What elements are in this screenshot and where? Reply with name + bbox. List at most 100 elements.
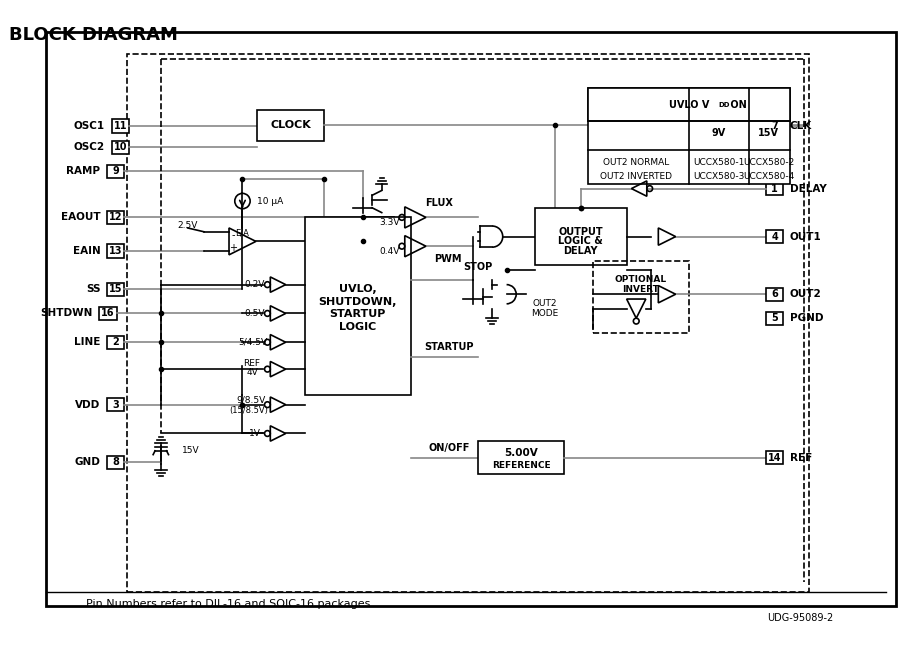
- Text: LOGIC &: LOGIC &: [558, 237, 603, 246]
- Bar: [257, 110, 325, 141]
- Text: 4: 4: [771, 231, 778, 242]
- Text: 3.3V: 3.3V: [379, 218, 400, 227]
- Bar: [766, 312, 784, 325]
- Bar: [535, 208, 626, 266]
- Text: SHTDWN: SHTDWN: [40, 308, 93, 318]
- Text: EAIN: EAIN: [73, 246, 100, 256]
- Bar: [107, 165, 125, 178]
- Text: 5: 5: [771, 313, 778, 323]
- Text: RAMP: RAMP: [66, 167, 100, 176]
- Bar: [766, 288, 784, 301]
- Text: (15/8.5V): (15/8.5V): [230, 406, 269, 415]
- Text: 10: 10: [114, 143, 127, 152]
- Text: +: +: [229, 243, 237, 253]
- Text: OUTPUT: OUTPUT: [558, 227, 603, 237]
- Text: 9/8.5V: 9/8.5V: [236, 395, 265, 404]
- Text: 16: 16: [101, 308, 115, 318]
- Text: BLOCK DIAGRAM: BLOCK DIAGRAM: [9, 26, 178, 44]
- Text: OSC2: OSC2: [74, 143, 105, 152]
- Text: UDG-95089-2: UDG-95089-2: [767, 613, 834, 623]
- Text: GND: GND: [75, 457, 100, 467]
- Text: UVLO V: UVLO V: [669, 100, 709, 110]
- Bar: [107, 398, 125, 411]
- Text: OUT2: OUT2: [533, 299, 557, 308]
- Text: MODE: MODE: [532, 309, 559, 318]
- Text: DELAY: DELAY: [790, 183, 826, 194]
- Bar: [766, 182, 784, 195]
- Text: UCCX580-2: UCCX580-2: [744, 158, 794, 167]
- Text: Pin Numbers refer to DIL-16 and SOIC-16 packages: Pin Numbers refer to DIL-16 and SOIC-16 …: [85, 599, 370, 610]
- Text: EAOUT: EAOUT: [61, 213, 100, 222]
- Text: OUT2: OUT2: [790, 289, 822, 299]
- Text: UVLO,: UVLO,: [339, 284, 376, 294]
- Text: DELAY: DELAY: [564, 246, 598, 256]
- Text: REF: REF: [244, 359, 261, 368]
- Bar: [107, 244, 125, 258]
- Text: UCCX580-1: UCCX580-1: [694, 158, 744, 167]
- Bar: [112, 141, 129, 154]
- Bar: [766, 451, 784, 464]
- Text: 14: 14: [768, 452, 782, 463]
- Text: STOP: STOP: [464, 262, 493, 272]
- Bar: [107, 211, 125, 224]
- Text: 15V: 15V: [758, 128, 779, 138]
- Text: 15: 15: [109, 284, 123, 294]
- Text: 1: 1: [771, 183, 778, 194]
- Bar: [766, 119, 784, 133]
- Text: LINE: LINE: [74, 337, 100, 347]
- Text: UCCX580-4: UCCX580-4: [744, 172, 794, 181]
- Text: 15V: 15V: [182, 446, 200, 456]
- Bar: [305, 217, 411, 395]
- Text: STARTUP: STARTUP: [425, 342, 474, 352]
- Text: 9: 9: [113, 167, 119, 176]
- Text: OUT2 NORMAL: OUT2 NORMAL: [603, 158, 669, 167]
- Text: STARTUP: STARTUP: [330, 309, 386, 319]
- Text: FLUX: FLUX: [425, 198, 453, 208]
- Text: REF: REF: [790, 452, 812, 463]
- Bar: [593, 260, 689, 332]
- Text: 4V: 4V: [246, 369, 258, 378]
- Text: VDD: VDD: [75, 400, 100, 410]
- Text: E/A: E/A: [235, 228, 249, 237]
- Bar: [127, 54, 809, 592]
- Text: CLOCK: CLOCK: [270, 120, 311, 130]
- Bar: [107, 336, 125, 349]
- Text: 1V: 1V: [249, 429, 261, 438]
- Bar: [99, 307, 116, 320]
- Bar: [766, 230, 784, 243]
- Text: UCCX580-3: UCCX580-3: [694, 172, 744, 181]
- Text: OSC1: OSC1: [74, 121, 105, 131]
- Text: -: -: [231, 229, 235, 240]
- Text: 11: 11: [114, 121, 127, 131]
- Text: INVERT: INVERT: [623, 285, 659, 294]
- Bar: [478, 441, 564, 474]
- Text: 0.5V: 0.5V: [245, 309, 265, 318]
- Text: 8: 8: [112, 457, 119, 467]
- Text: 0.2V: 0.2V: [245, 280, 265, 289]
- Bar: [107, 283, 125, 296]
- Text: 2.5V: 2.5V: [177, 220, 198, 229]
- Text: PWM: PWM: [435, 253, 462, 264]
- Text: 9V: 9V: [712, 128, 726, 138]
- Text: 2: 2: [113, 337, 119, 347]
- Text: OUT2 INVERTED: OUT2 INVERTED: [600, 172, 673, 181]
- Text: 6: 6: [771, 289, 778, 299]
- Text: 0.4V: 0.4V: [379, 246, 400, 255]
- Text: 12: 12: [109, 213, 123, 222]
- Text: 13: 13: [109, 246, 123, 256]
- Bar: [588, 87, 790, 184]
- Text: DD: DD: [719, 102, 730, 108]
- Text: SS: SS: [85, 284, 100, 294]
- Text: 10 μA: 10 μA: [257, 196, 283, 205]
- Bar: [112, 119, 129, 133]
- Text: CLK: CLK: [790, 121, 812, 131]
- Bar: [588, 87, 790, 121]
- Text: SHUTDOWN,: SHUTDOWN,: [318, 297, 397, 307]
- Text: PGND: PGND: [790, 313, 824, 323]
- Text: 7: 7: [771, 121, 778, 131]
- Text: OPTIONAL: OPTIONAL: [615, 275, 667, 284]
- Text: ON/OFF: ON/OFF: [428, 443, 470, 453]
- Text: OUT1: OUT1: [790, 231, 822, 242]
- Text: LOGIC: LOGIC: [339, 322, 376, 332]
- Bar: [107, 456, 125, 469]
